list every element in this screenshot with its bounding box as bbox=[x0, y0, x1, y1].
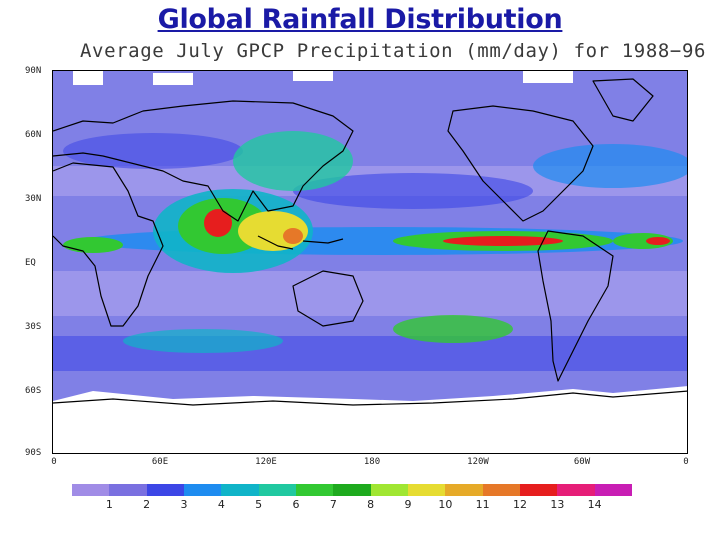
longitude-label: 180 bbox=[363, 457, 381, 467]
precipitation-field bbox=[53, 71, 687, 453]
coastline bbox=[257, 235, 294, 250]
legend-level-label: 12 bbox=[513, 498, 527, 511]
legend-swatch bbox=[407, 484, 446, 496]
legend-swatch bbox=[445, 484, 483, 496]
latitude-label: EQ bbox=[25, 258, 36, 268]
coastline bbox=[302, 238, 344, 244]
map-title: Average July GPCP Precipitation (mm/day)… bbox=[80, 40, 707, 62]
legend-level-label: 4 bbox=[217, 498, 225, 511]
latitude-label: 60S bbox=[25, 386, 42, 396]
coastline bbox=[53, 390, 687, 406]
legend-level-label: 5 bbox=[255, 498, 263, 511]
legend-level-label: 2 bbox=[143, 498, 151, 511]
color-legend bbox=[72, 484, 632, 496]
longitude-label: 120W bbox=[467, 457, 489, 467]
legend-swatch bbox=[557, 484, 595, 496]
legend-swatch bbox=[258, 484, 296, 496]
legend-level-label: 13 bbox=[550, 498, 565, 511]
coastline bbox=[592, 78, 654, 122]
legend-level-label: 8 bbox=[367, 498, 375, 511]
legend-level-label: 14 bbox=[587, 498, 602, 511]
legend-level-label: 6 bbox=[292, 498, 300, 511]
legend-swatch bbox=[295, 484, 334, 496]
coastline bbox=[537, 230, 614, 382]
legend-labels: 1 2 3 4 5 6 7 8 9 10 11 12 13 14 bbox=[72, 498, 632, 512]
legend-level-label: 10 bbox=[438, 498, 453, 511]
longitude-label: 0 bbox=[51, 457, 57, 467]
legend-swatch bbox=[519, 484, 558, 496]
legend-level-label: 11 bbox=[475, 498, 490, 511]
legend-swatch bbox=[109, 484, 147, 496]
longitude-label: 0 bbox=[683, 457, 689, 467]
legend-level-label: 9 bbox=[404, 498, 412, 511]
legend-level-label: 3 bbox=[180, 498, 188, 511]
coastline bbox=[53, 162, 164, 327]
latitude-label: 30N bbox=[25, 194, 42, 204]
legend-swatch bbox=[183, 484, 222, 496]
legend-swatch bbox=[370, 484, 408, 496]
latitude-label: 60N bbox=[25, 130, 42, 140]
legend-swatch bbox=[594, 484, 632, 496]
slide-title: Global Rainfall Distribution bbox=[157, 4, 563, 35]
longitude-label: 120E bbox=[255, 457, 277, 467]
latitude-label: 90N bbox=[25, 66, 42, 76]
precipitation-map bbox=[52, 70, 688, 454]
legend-level-label: 7 bbox=[329, 498, 337, 511]
coastline-outlines bbox=[53, 78, 687, 406]
coastline bbox=[53, 100, 354, 222]
latitude-label: 90S bbox=[25, 448, 42, 458]
longitude-label: 60E bbox=[151, 457, 169, 467]
legend-swatch bbox=[333, 484, 371, 496]
legend-swatch bbox=[72, 484, 110, 496]
coastline bbox=[447, 105, 594, 222]
legend-swatch bbox=[146, 484, 184, 496]
legend-swatch bbox=[482, 484, 520, 496]
longitude-label: 60W bbox=[573, 457, 591, 467]
legend-swatch bbox=[221, 484, 259, 496]
latitude-label: 30S bbox=[25, 322, 42, 332]
coastline bbox=[292, 270, 364, 327]
legend-level-label: 1 bbox=[105, 498, 113, 511]
